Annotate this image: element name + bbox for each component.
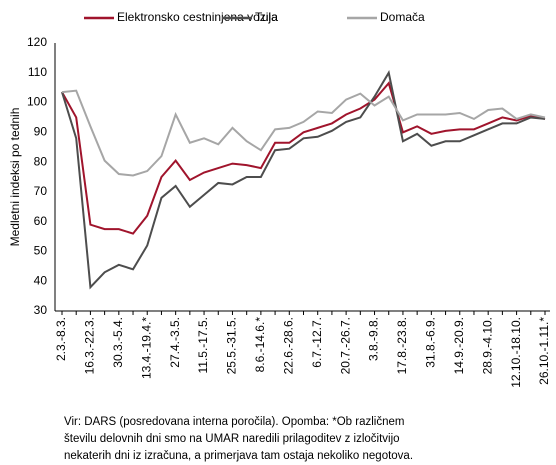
x-tick-label: 2.3.-8.3.	[54, 317, 68, 361]
x-tick-label: 26.10.-1.11.*	[537, 317, 551, 385]
y-tick-label: 120	[27, 35, 47, 49]
x-tick-label: 22.6.-28.6.	[281, 317, 295, 374]
x-tick-label: 28.9.-4.10.	[480, 317, 494, 374]
x-tick-label: 17.8.-23.8.	[395, 317, 409, 374]
legend-label: Domača	[380, 10, 425, 24]
footnote: številu delovnih dni smo na UMAR naredil…	[64, 433, 400, 445]
y-tick-label: 40	[34, 273, 48, 287]
x-tick-label: 16.3.-22.3.	[83, 317, 97, 374]
x-tick-label: 27.4.-3.5.	[168, 317, 182, 368]
legend-label: Tuja	[255, 10, 278, 24]
y-tick-label: 70	[34, 184, 48, 198]
series-line	[61, 89, 546, 177]
legend-label: Elektronsko cestninjena vozila	[117, 10, 278, 24]
x-tick-label: 12.10.-18.10.	[509, 317, 523, 388]
y-tick-label: 90	[34, 125, 48, 139]
x-tick-label: 13.4.-19.4.*	[139, 317, 153, 379]
y-axis-label: Medletni indeksi po tednih	[8, 108, 22, 247]
x-tick-label: 11.5.-17.5.	[196, 317, 210, 373]
series-line	[61, 81, 546, 235]
x-tick-label: 20.7.-26.7.	[338, 317, 352, 374]
x-tick-label: 6.7.-12.7.	[310, 317, 324, 368]
footnote: nekaterih dni iz izračuna, a primerjava …	[64, 450, 413, 462]
y-tick-label: 30	[34, 303, 48, 317]
x-tick-label: 14.9.-20.9.	[452, 317, 466, 374]
x-tick-label: 30.3.-5.4.	[111, 317, 125, 368]
y-tick-label: 110	[28, 65, 47, 79]
y-tick-label: 60	[34, 214, 48, 228]
series-line	[61, 70, 546, 290]
y-tick-label: 100	[27, 95, 47, 109]
footnote: Vir: DARS (posredovana interna poročila)…	[64, 416, 404, 428]
x-tick-label: 31.8.-6.9.	[424, 317, 438, 368]
x-tick-label: 25.5.-31.5.	[225, 317, 239, 374]
x-tick-label: 3.8.-9.8.	[367, 317, 381, 361]
x-tick-label: 8.6.-14.6.*	[253, 317, 267, 373]
y-tick-label: 50	[34, 244, 48, 258]
y-tick-label: 80	[34, 154, 48, 168]
